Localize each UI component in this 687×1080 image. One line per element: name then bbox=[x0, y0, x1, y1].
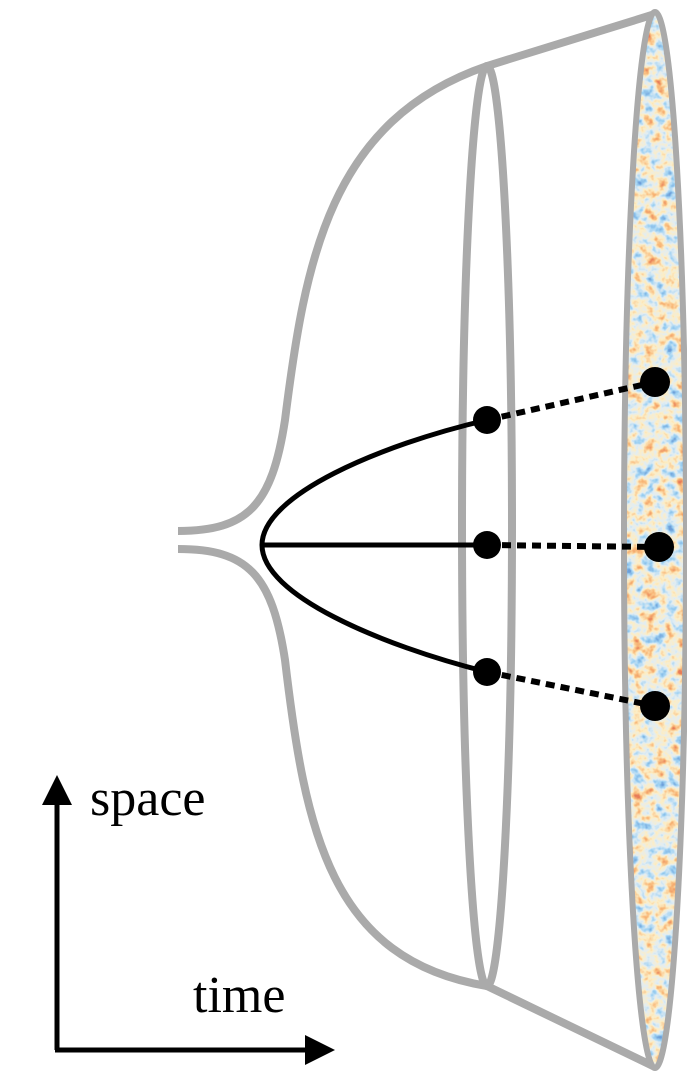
middle-slice bbox=[462, 66, 512, 986]
space-label: space bbox=[90, 770, 205, 827]
diagram: space time bbox=[0, 0, 687, 1080]
time-label: time bbox=[193, 967, 285, 1024]
envelope-upper bbox=[178, 14, 655, 531]
